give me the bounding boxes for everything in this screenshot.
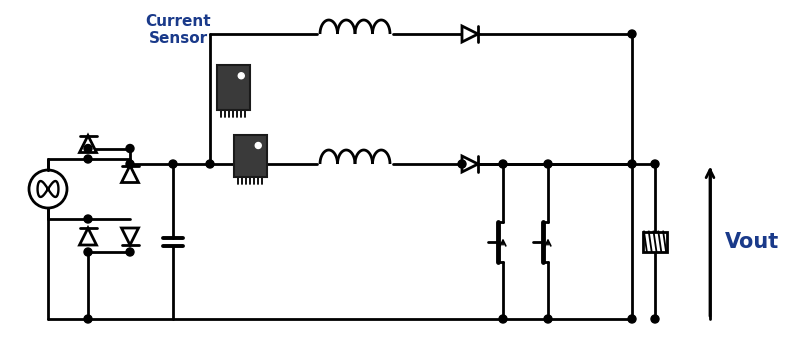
Circle shape	[255, 142, 262, 149]
Circle shape	[651, 160, 659, 168]
Polygon shape	[79, 228, 97, 245]
Circle shape	[206, 160, 214, 168]
Circle shape	[238, 73, 244, 79]
Bar	[643, 231, 667, 252]
Circle shape	[84, 248, 92, 256]
Circle shape	[84, 155, 92, 163]
Bar	[234, 135, 266, 177]
Circle shape	[84, 315, 92, 323]
Circle shape	[628, 30, 636, 38]
Text: Current
Sensor: Current Sensor	[145, 14, 211, 46]
Circle shape	[458, 160, 466, 168]
Polygon shape	[462, 156, 478, 172]
Circle shape	[499, 160, 507, 168]
Polygon shape	[79, 135, 97, 153]
Polygon shape	[122, 228, 138, 245]
Circle shape	[544, 160, 552, 168]
Circle shape	[126, 248, 134, 256]
Circle shape	[544, 315, 552, 323]
Circle shape	[628, 315, 636, 323]
Circle shape	[84, 144, 92, 153]
Circle shape	[126, 160, 134, 168]
Circle shape	[169, 160, 177, 168]
Circle shape	[499, 315, 507, 323]
Circle shape	[628, 160, 636, 168]
Polygon shape	[122, 165, 138, 183]
Circle shape	[126, 144, 134, 153]
Circle shape	[651, 315, 659, 323]
Bar	[217, 65, 250, 110]
Text: Vout: Vout	[725, 231, 779, 252]
Circle shape	[84, 215, 92, 223]
Polygon shape	[462, 26, 478, 42]
